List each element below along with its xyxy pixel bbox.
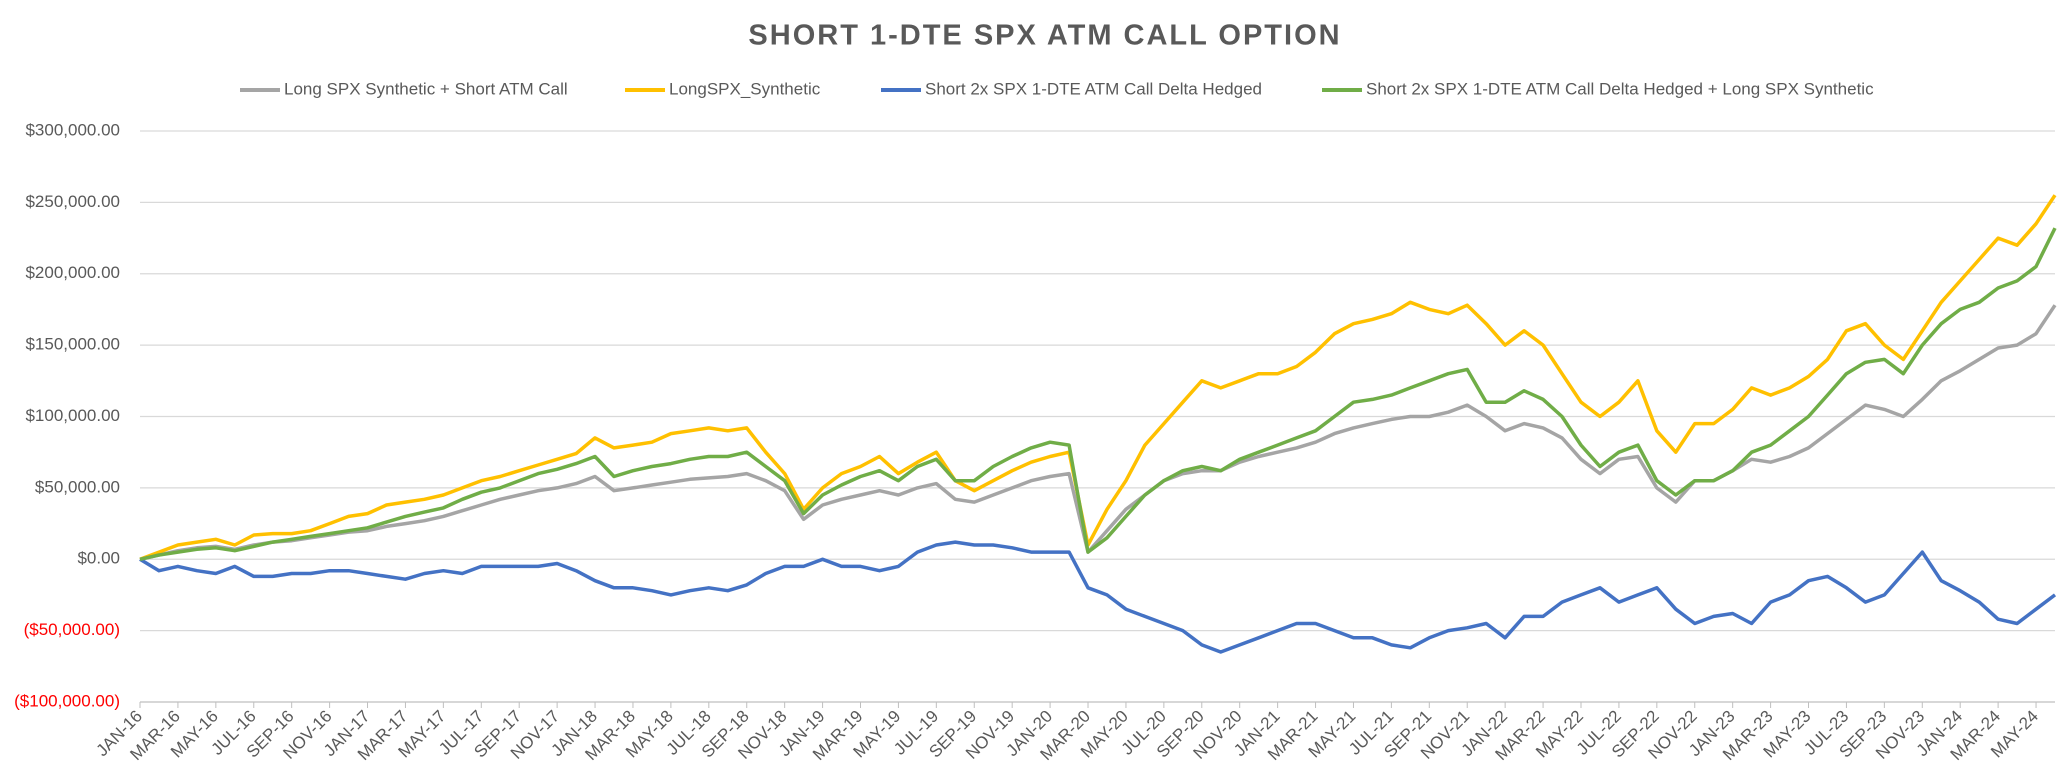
- y-tick-label: $0.00: [77, 549, 120, 568]
- legend-label: Long SPX Synthetic + Short ATM Call: [284, 79, 568, 98]
- legend-label: Short 2x SPX 1-DTE ATM Call Delta Hedged…: [1366, 79, 1874, 98]
- chart-title: SHORT 1-DTE SPX ATM CALL OPTION: [748, 20, 1341, 52]
- y-tick-label: $150,000.00: [25, 335, 120, 354]
- series-line: [139, 194, 2057, 561]
- legend-label: Short 2x SPX 1-DTE ATM Call Delta Hedged: [925, 79, 1262, 98]
- y-tick-label: $250,000.00: [25, 192, 120, 211]
- y-tick-label: ($50,000.00): [24, 620, 120, 639]
- y-tick-label: $200,000.00: [25, 263, 120, 282]
- y-tick-label: ($100,000.00): [14, 691, 120, 710]
- y-tick-label: $100,000.00: [25, 406, 120, 425]
- series-line: [139, 227, 2057, 562]
- y-tick-label: $50,000.00: [35, 477, 120, 496]
- y-tick-label: $300,000.00: [25, 120, 120, 139]
- legend-label: LongSPX_Synthetic: [669, 79, 821, 98]
- series-line: [139, 540, 2057, 654]
